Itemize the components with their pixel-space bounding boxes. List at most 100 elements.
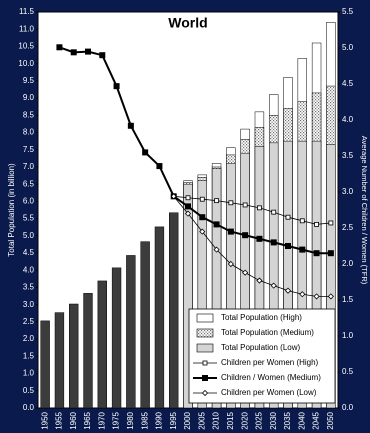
y-tick-label: 7.0 bbox=[23, 162, 35, 171]
y-tick-label: 6.0 bbox=[23, 197, 35, 206]
x-tick-label: 1970 bbox=[97, 411, 106, 429]
marker bbox=[185, 195, 191, 201]
legend-swatch bbox=[196, 328, 214, 338]
legend-label: Total Population (Medium) bbox=[221, 328, 314, 337]
marker bbox=[270, 282, 277, 289]
marker bbox=[299, 246, 306, 253]
y-tick-label: 9.5 bbox=[23, 76, 35, 85]
x-tick-label: 1975 bbox=[112, 411, 121, 429]
y2-tick-label: 2.5 bbox=[342, 223, 354, 232]
x-tick-label: 2045 bbox=[312, 411, 321, 429]
legend-swatch bbox=[196, 313, 214, 323]
marker bbox=[227, 228, 234, 235]
marker bbox=[256, 235, 263, 242]
marker bbox=[327, 250, 334, 257]
marker bbox=[299, 291, 306, 298]
y2-tick-label: 0.5 bbox=[342, 367, 354, 376]
bar bbox=[140, 241, 150, 409]
bar bbox=[183, 183, 193, 409]
marker bbox=[327, 293, 334, 300]
bar bbox=[269, 142, 279, 409]
bar bbox=[197, 180, 207, 409]
bar bbox=[169, 212, 179, 409]
legend-label: Total Population (Low) bbox=[221, 343, 300, 352]
marker bbox=[184, 210, 192, 217]
y2-tick-label: 0.0 bbox=[342, 403, 354, 412]
y2-axis-title: Average Number of Children / Women (TFR) bbox=[360, 136, 369, 285]
marker bbox=[271, 209, 277, 215]
bar bbox=[83, 293, 93, 409]
marker bbox=[170, 193, 177, 200]
marker bbox=[313, 250, 320, 257]
legend-swatch bbox=[196, 343, 214, 353]
marker bbox=[199, 228, 206, 235]
y-tick-label: 1.5 bbox=[23, 351, 35, 360]
y-tick-label: 4.5 bbox=[23, 248, 35, 257]
x-tick-label: 2010 bbox=[212, 411, 221, 429]
y-tick-label: 10.5 bbox=[18, 42, 34, 51]
marker bbox=[242, 269, 249, 276]
legend-label: Children per Women (Low) bbox=[221, 388, 317, 397]
marker bbox=[199, 196, 205, 202]
x-tick-label: 1990 bbox=[155, 411, 164, 429]
bar bbox=[97, 280, 107, 409]
bar bbox=[311, 140, 322, 409]
y2-tick-label: 1.5 bbox=[342, 295, 354, 304]
bar bbox=[254, 146, 265, 409]
marker bbox=[85, 48, 91, 55]
bar bbox=[111, 267, 122, 409]
bar bbox=[326, 144, 336, 409]
y-tick-label: 0.0 bbox=[23, 403, 35, 412]
bar bbox=[283, 140, 293, 409]
x-tick-label: 2015 bbox=[226, 411, 235, 429]
y-tick-label: 9.0 bbox=[23, 93, 35, 102]
y-tick-label: 11.5 bbox=[19, 7, 35, 16]
marker bbox=[156, 163, 163, 170]
y-tick-label: 3.5 bbox=[23, 283, 35, 292]
legend-label: Children / Women (Medium) bbox=[221, 373, 321, 382]
marker bbox=[242, 202, 248, 208]
marker bbox=[257, 205, 262, 211]
legend-label: Total Population (High) bbox=[221, 313, 302, 322]
x-tick-label: 2035 bbox=[283, 411, 292, 429]
x-tick-label: 2030 bbox=[269, 411, 278, 429]
y2-tick-label: 5.5 bbox=[342, 7, 354, 16]
marker bbox=[127, 122, 134, 129]
y-tick-label: 7.5 bbox=[23, 145, 35, 154]
y-tick-label: 4.0 bbox=[23, 265, 35, 274]
x-tick-label: 1955 bbox=[55, 411, 64, 429]
y2-tick-label: 3.5 bbox=[342, 151, 354, 160]
bar bbox=[40, 320, 50, 409]
bar bbox=[240, 152, 250, 409]
bar bbox=[226, 163, 236, 409]
marker bbox=[214, 198, 219, 204]
bar bbox=[297, 140, 307, 409]
bar bbox=[126, 255, 136, 409]
marker bbox=[202, 375, 208, 381]
marker bbox=[213, 221, 220, 228]
x-tick-label: 1950 bbox=[40, 411, 49, 429]
y-tick-label: 8.5 bbox=[23, 110, 35, 119]
x-tick-label: 2000 bbox=[183, 411, 192, 429]
y-tick-label: 2.5 bbox=[23, 317, 35, 326]
marker bbox=[328, 220, 334, 226]
marker bbox=[284, 287, 292, 294]
y-tick-label: 8.0 bbox=[23, 128, 35, 137]
y-tick-label: 3.0 bbox=[23, 300, 35, 309]
y-tick-label: 11.0 bbox=[19, 24, 35, 33]
y2-tick-label: 4.0 bbox=[342, 115, 354, 124]
x-tick-label: 2040 bbox=[297, 411, 306, 429]
y2-tick-label: 2.0 bbox=[342, 259, 354, 268]
marker bbox=[185, 203, 191, 210]
legend: Total Population (High) Total Population … bbox=[188, 308, 336, 404]
marker bbox=[285, 243, 291, 249]
marker bbox=[314, 221, 319, 227]
y-tick-label: 6.5 bbox=[23, 179, 35, 188]
bar bbox=[211, 168, 222, 409]
marker bbox=[227, 260, 234, 268]
y-tick-label: 10.0 bbox=[18, 59, 34, 68]
marker bbox=[242, 232, 249, 239]
marker bbox=[201, 389, 209, 397]
